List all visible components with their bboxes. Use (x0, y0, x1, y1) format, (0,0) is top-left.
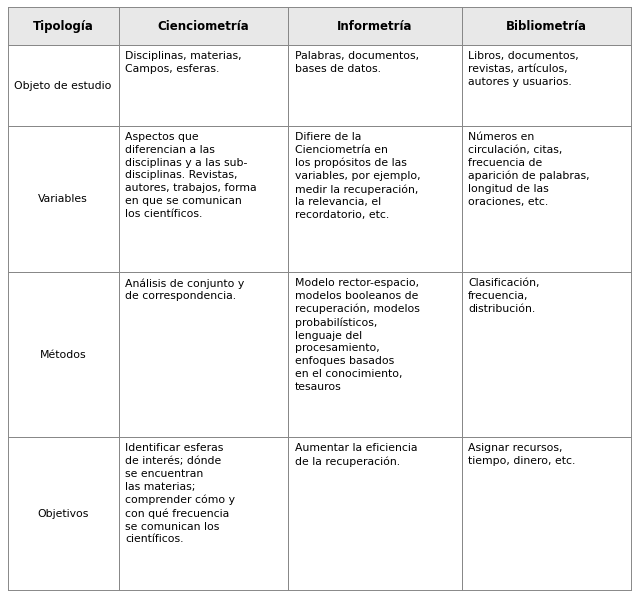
Text: Modelo rector-espacio,
modelos booleanos de
recuperación, modelos
probabilístico: Modelo rector-espacio, modelos booleanos… (295, 278, 420, 392)
Bar (119, 45, 288, 126)
Text: Identificar esferas
de interés; dónde
se encuentran
las materias;
comprender cóm: Identificar esferas de interés; dónde se… (125, 444, 235, 544)
Text: Clasificación,
frecuencia,
distribución.: Clasificación, frecuencia, distribución. (468, 278, 539, 313)
Text: Aumentar la eficiencia
de la recuperación.: Aumentar la eficiencia de la recuperació… (295, 444, 417, 467)
Text: Bibliometría: Bibliometría (506, 20, 587, 33)
Bar (8, 272, 119, 438)
Bar (119, 438, 288, 590)
Bar (462, 438, 631, 590)
Bar (288, 45, 462, 126)
Text: Objetivos: Objetivos (38, 509, 89, 519)
Text: Asignar recursos,
tiempo, dinero, etc.: Asignar recursos, tiempo, dinero, etc. (468, 444, 576, 466)
Text: Difiere de la
Cienciometría en
los propósitos de las
variables, por ejemplo,
med: Difiere de la Cienciometría en los propó… (295, 132, 420, 220)
Bar (119, 272, 288, 438)
Text: Cienciometría: Cienciometría (158, 20, 249, 33)
Text: Análisis de conjunto y
de correspondencia.: Análisis de conjunto y de correspondenci… (125, 278, 244, 301)
Text: Tipología: Tipología (33, 20, 93, 33)
Bar (462, 272, 631, 438)
Bar (462, 126, 631, 272)
Bar (8, 45, 119, 126)
Text: Informetría: Informetría (337, 20, 413, 33)
Text: Palabras, documentos,
bases de datos.: Palabras, documentos, bases de datos. (295, 51, 419, 74)
Text: Libros, documentos,
revistas, artículos,
autores y usuarios.: Libros, documentos, revistas, artículos,… (468, 51, 579, 87)
Text: Objeto de estudio: Objeto de estudio (15, 81, 112, 91)
Bar (8, 438, 119, 590)
Text: Aspectos que
diferencian a las
disciplinas y a las sub-
disciplinas. Revistas,
a: Aspectos que diferencian a las disciplin… (125, 132, 257, 219)
Bar (288, 7, 462, 45)
Bar (8, 7, 119, 45)
Bar (288, 126, 462, 272)
Bar (119, 7, 288, 45)
Bar (288, 438, 462, 590)
Text: Métodos: Métodos (40, 350, 86, 360)
Text: Números en
circulación, citas,
frecuencia de
aparición de palabras,
longitud de : Números en circulación, citas, frecuenci… (468, 132, 590, 207)
Text: Disciplinas, materias,
Campos, esferas.: Disciplinas, materias, Campos, esferas. (125, 51, 242, 74)
Bar (119, 126, 288, 272)
Bar (8, 126, 119, 272)
Bar (462, 45, 631, 126)
Bar (462, 7, 631, 45)
Text: Variables: Variables (38, 194, 88, 204)
Bar (288, 272, 462, 438)
